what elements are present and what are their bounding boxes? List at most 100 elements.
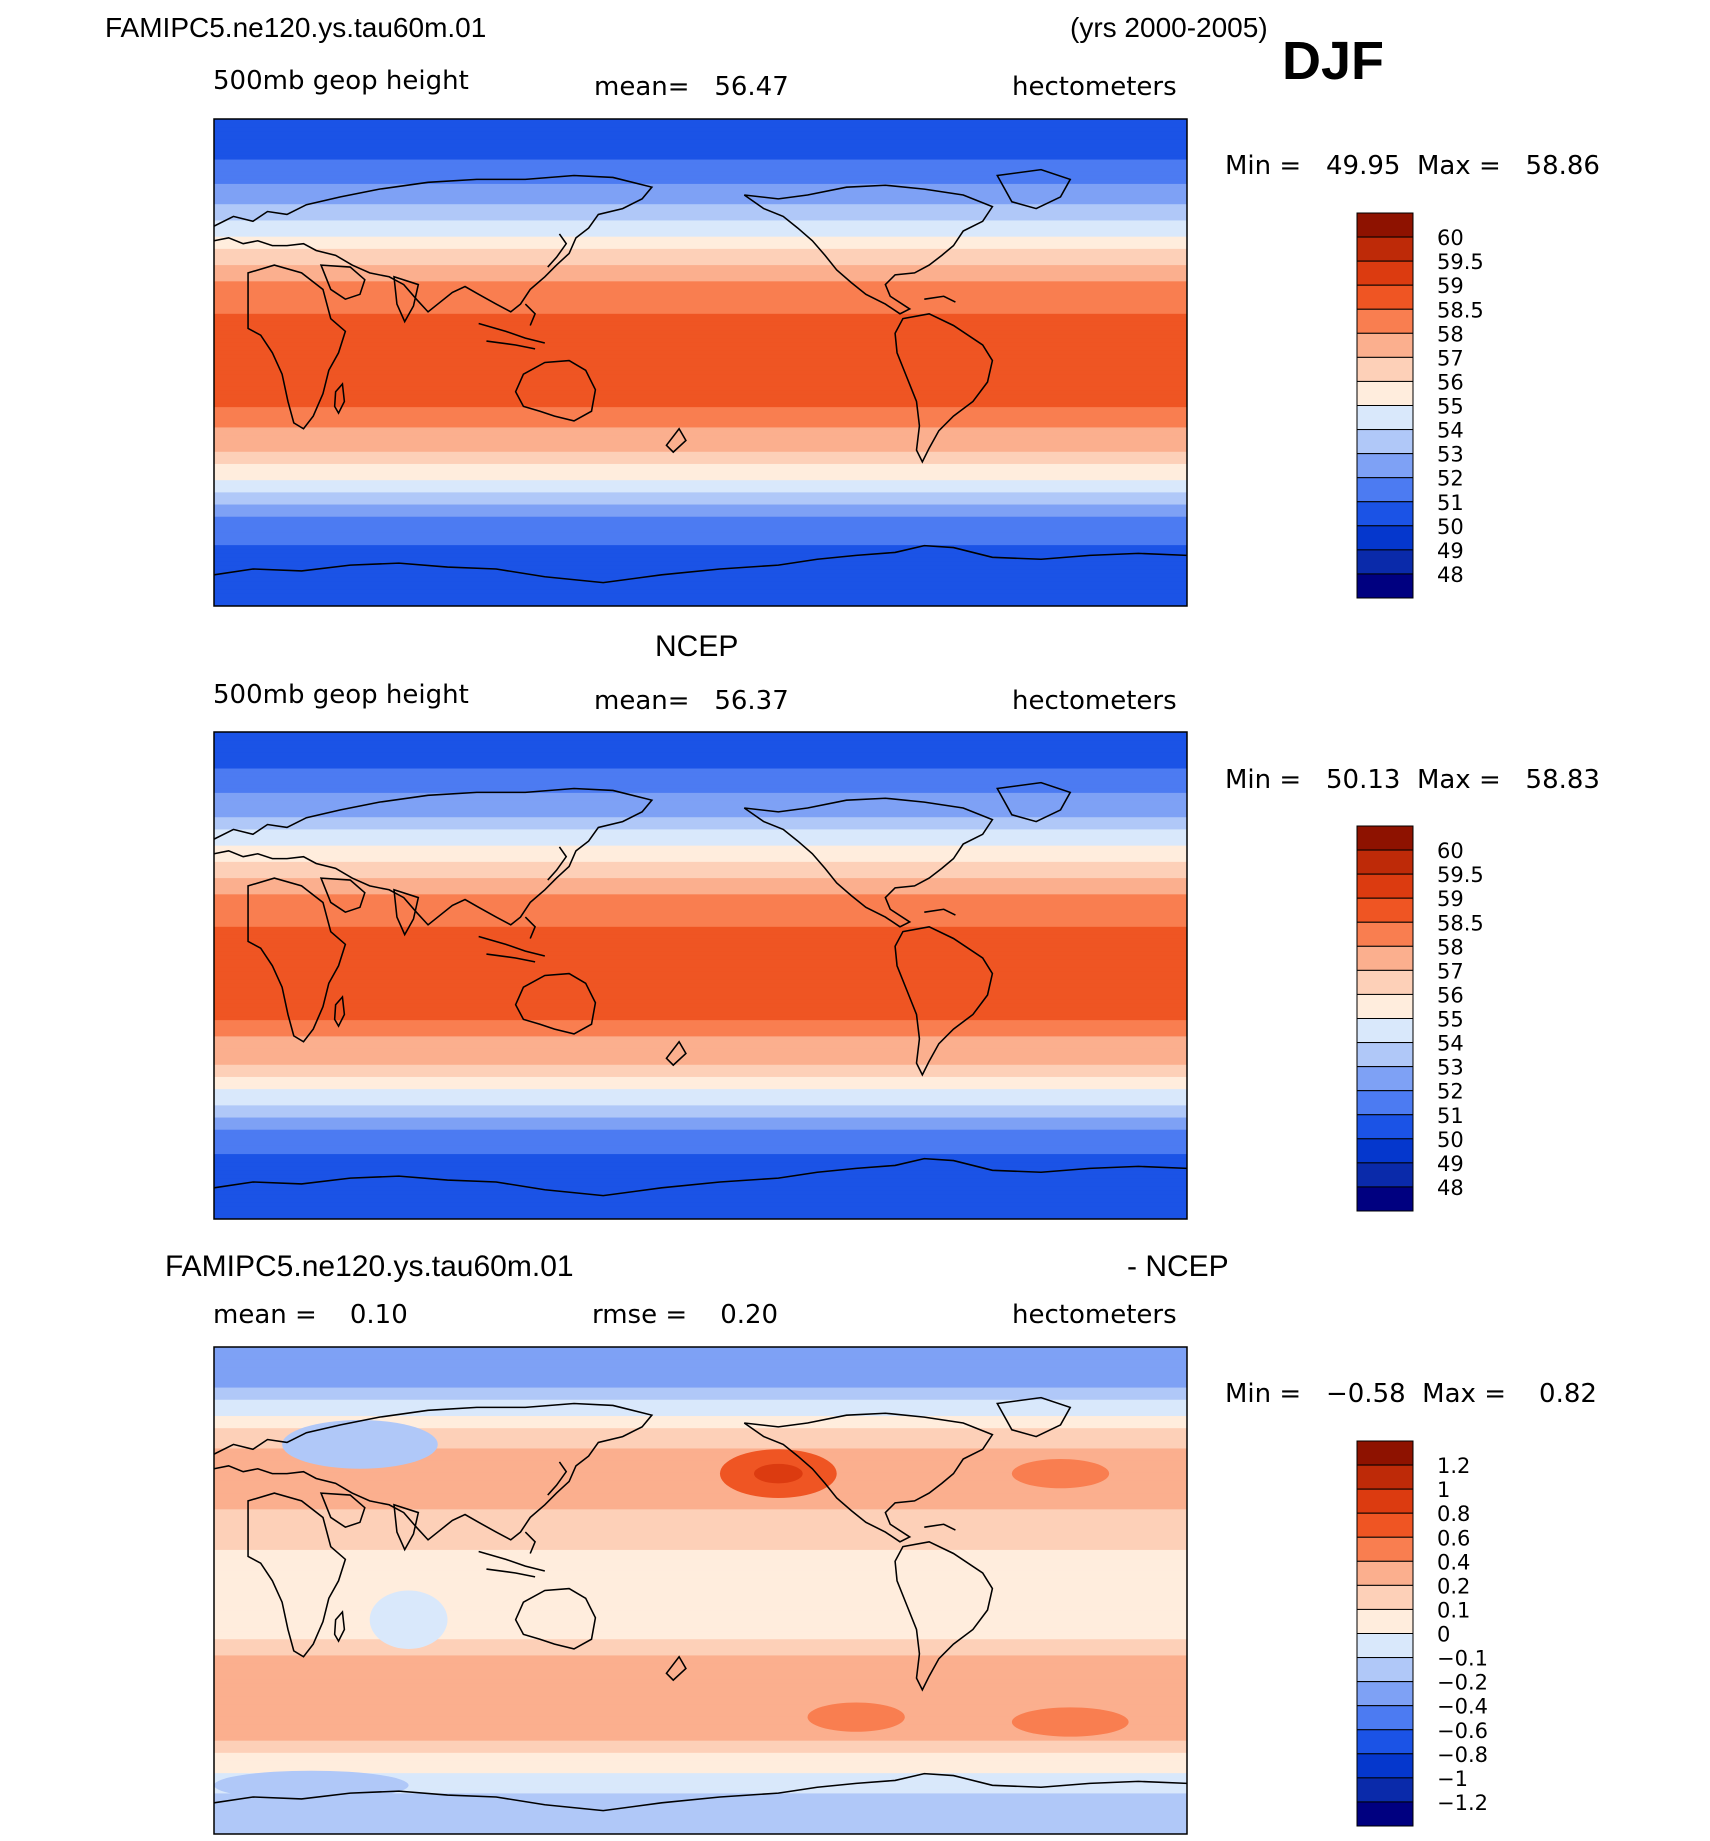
- colorbar-box: [1356, 549, 1414, 575]
- field-band: [214, 403, 1187, 408]
- field-band: [214, 732, 1187, 737]
- field-band: [214, 1403, 1187, 1409]
- field-band: [214, 1452, 1187, 1458]
- field-band: [214, 289, 1187, 295]
- anomaly-blob: [214, 1770, 409, 1800]
- field-band: [214, 1395, 1187, 1401]
- colorbar-label: −0.2: [1437, 1671, 1488, 1695]
- field-band: [214, 1371, 1187, 1377]
- field-band: [214, 569, 1187, 575]
- colorbar-box: [1356, 284, 1414, 310]
- field-band: [214, 228, 1187, 234]
- field-band: [214, 756, 1187, 762]
- field-band: [214, 386, 1187, 392]
- colorbar-label: 49: [1437, 539, 1464, 563]
- field-band: [214, 508, 1187, 514]
- field-band: [214, 248, 1187, 254]
- colorbar-box: [1356, 1464, 1414, 1490]
- field-band: [214, 914, 1187, 920]
- field-band: [214, 995, 1187, 1001]
- colorbar-box: [1356, 1777, 1414, 1803]
- field-band: [214, 772, 1187, 778]
- colorbar-label: 52: [1437, 1080, 1464, 1104]
- field-band: [214, 930, 1187, 936]
- field-band: [214, 1809, 1187, 1815]
- colorbar-box: [1356, 1186, 1414, 1212]
- field-band: [214, 301, 1187, 307]
- colorbar-box: [1356, 453, 1414, 479]
- field-band: [214, 1732, 1187, 1738]
- field-band: [214, 577, 1187, 583]
- field-band: [214, 520, 1187, 526]
- field-band: [214, 1391, 1187, 1397]
- field-band: [214, 910, 1187, 916]
- field-band: [214, 817, 1187, 822]
- field-band: [214, 293, 1187, 299]
- field-band: [214, 1675, 1187, 1681]
- field-band: [214, 841, 1187, 847]
- field-band: [214, 159, 1187, 165]
- field-band: [214, 987, 1187, 993]
- field-band: [214, 1805, 1187, 1811]
- field-band: [214, 394, 1187, 400]
- panel3-title-right: - NCEP: [1127, 1250, 1229, 1283]
- field-band: [214, 1375, 1187, 1381]
- field-band: [214, 561, 1187, 567]
- field-band: [214, 1198, 1187, 1204]
- field-band: [214, 447, 1187, 453]
- colorbar-label: 0.4: [1437, 1550, 1470, 1574]
- field-band: [214, 1194, 1187, 1200]
- field-band: [214, 1129, 1187, 1135]
- field-band: [214, 256, 1187, 262]
- field-band: [214, 455, 1187, 461]
- field-band: [214, 350, 1187, 355]
- map-frame: [213, 118, 1188, 607]
- panel2-stats: Min = 50.13 Max = 58.83: [1225, 765, 1600, 795]
- field-band: [214, 1109, 1187, 1115]
- colorbar-label: −1: [1437, 1767, 1468, 1791]
- field-band: [214, 415, 1187, 420]
- field-band: [214, 849, 1187, 855]
- field-band: [214, 1671, 1187, 1677]
- colorbar-box: [1356, 1042, 1414, 1068]
- colorbar-box: [1356, 356, 1414, 382]
- field-band: [214, 1460, 1187, 1466]
- colorbar-box: [1356, 1066, 1414, 1092]
- field-band: [214, 204, 1187, 209]
- field-band: [214, 573, 1187, 579]
- field-band: [214, 1529, 1187, 1535]
- field-band: [214, 435, 1187, 441]
- colorbar-box: [1356, 1018, 1414, 1044]
- field-band: [214, 1793, 1187, 1799]
- field-band: [214, 1578, 1187, 1583]
- field-band: [214, 1399, 1187, 1405]
- field-band: [214, 906, 1187, 912]
- field-band: [214, 1383, 1187, 1389]
- field-band: [214, 1700, 1187, 1705]
- anomaly-blob: [754, 1463, 803, 1484]
- colorbar-box: [1356, 921, 1414, 947]
- field-band: [214, 918, 1187, 924]
- anomaly-blob: [282, 1420, 438, 1469]
- field-band: [214, 821, 1187, 826]
- field-band: [214, 553, 1187, 558]
- field-band: [214, 187, 1187, 193]
- field-band: [214, 1505, 1187, 1510]
- colorbar-label: 58.5: [1437, 911, 1484, 935]
- field-band: [214, 829, 1187, 835]
- field-band: [214, 975, 1187, 981]
- field-band: [214, 1186, 1187, 1192]
- field-band: [214, 1610, 1187, 1616]
- field-band: [214, 1016, 1187, 1021]
- field-band: [214, 1635, 1187, 1640]
- field-band: [214, 1773, 1187, 1778]
- field-band: [214, 1525, 1187, 1531]
- colorbar-box: [1356, 1729, 1414, 1755]
- field-band: [214, 593, 1187, 599]
- colorbar-label: 59.5: [1437, 250, 1484, 274]
- field-band: [214, 601, 1187, 606]
- field-band: [214, 991, 1187, 997]
- field-band: [214, 374, 1187, 380]
- field-band: [214, 1570, 1187, 1575]
- field-band: [214, 1097, 1187, 1102]
